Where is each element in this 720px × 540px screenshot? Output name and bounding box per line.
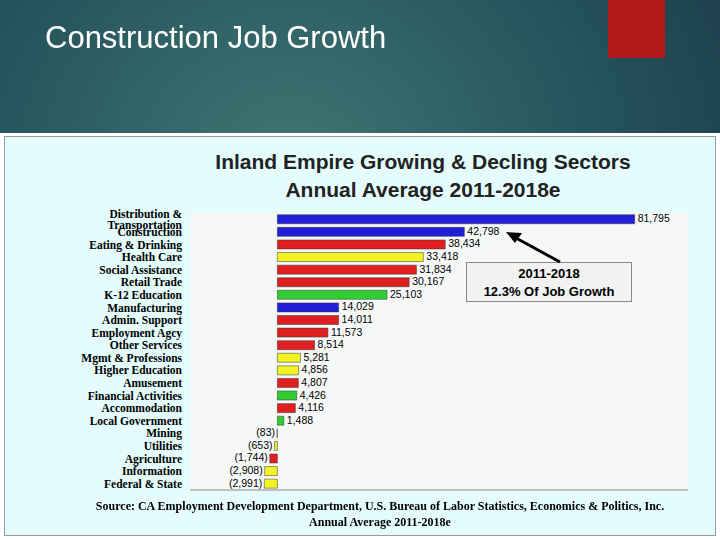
- html-text:Inland Empire Growing & Declin: Inland Empire Growing & Decling Sectors: [215, 150, 631, 173]
- svg-text:Financial Activities: Financial Activities: [88, 390, 183, 402]
- svg-text:Agriculture: Agriculture: [125, 453, 182, 466]
- svg-text:Employment Agcy: Employment Agcy: [92, 327, 183, 340]
- svg-text:1,488: 1,488: [287, 414, 313, 426]
- svg-text:(83): (83): [256, 426, 275, 438]
- svg-text:Information: Information: [122, 465, 183, 477]
- html-text:Annual Average 2011-2018e: Annual Average 2011-2018e: [309, 515, 451, 529]
- svg-text:Other Services: Other Services: [110, 339, 183, 351]
- svg-text:Retail Trade: Retail Trade: [121, 276, 182, 288]
- svg-text:4,426: 4,426: [300, 389, 326, 401]
- svg-text:4,856: 4,856: [302, 363, 328, 375]
- svg-text:Amusement: Amusement: [123, 377, 182, 389]
- svg-text:30,167: 30,167: [412, 275, 444, 287]
- html-text:12.3% Of Job Growth: 12.3% Of Job Growth: [483, 284, 615, 299]
- svg-text:42,798: 42,798: [467, 225, 499, 237]
- svg-text:14,011: 14,011: [342, 313, 373, 325]
- svg-text:Higher Education: Higher Education: [94, 364, 182, 377]
- svg-text:8,514: 8,514: [318, 338, 344, 350]
- svg-text:K-12 Education: K-12 Education: [104, 289, 182, 301]
- svg-text:11,573: 11,573: [331, 326, 362, 338]
- html-text:Construction Job Growth: Construction Job Growth: [45, 20, 387, 55]
- html-text:Source: CA Employment Developm: Source: CA Employment Development Depart…: [95, 499, 665, 513]
- svg-text:(653): (653): [248, 439, 273, 451]
- svg-text:33,418: 33,418: [426, 250, 458, 262]
- svg-text:Health Care: Health Care: [122, 251, 182, 263]
- svg-text:(2,908): (2,908): [229, 464, 262, 476]
- svg-text:4,116: 4,116: [298, 401, 324, 413]
- svg-text:5,281: 5,281: [303, 351, 329, 363]
- svg-text:Mgmt & Professions: Mgmt & Professions: [81, 352, 182, 365]
- svg-text:25,103: 25,103: [390, 288, 422, 300]
- svg-text:Manufacturing: Manufacturing: [107, 302, 182, 315]
- svg-text:Social Assistance: Social Assistance: [99, 264, 182, 276]
- html-text:2011-2018: 2011-2018: [518, 266, 580, 281]
- svg-text:14,029: 14,029: [342, 300, 374, 312]
- svg-text:Mining: Mining: [146, 427, 182, 440]
- html-text:Annual Average 2011-2018e: Annual Average 2011-2018e: [285, 178, 561, 201]
- svg-text:Federal & State: Federal & State: [104, 478, 182, 490]
- svg-text:(1,744): (1,744): [234, 451, 267, 463]
- svg-text:4,807: 4,807: [301, 376, 327, 388]
- svg-text:Local Government: Local Government: [90, 415, 182, 427]
- svg-text:Admin. Support: Admin. Support: [102, 314, 182, 327]
- svg-text:31,834: 31,834: [419, 263, 451, 275]
- svg-text:38,434: 38,434: [448, 237, 480, 249]
- svg-text:Accommodation: Accommodation: [102, 402, 183, 414]
- svg-text:81,795: 81,795: [638, 212, 670, 224]
- svg-text:Construction: Construction: [117, 226, 182, 238]
- svg-text:(2,991): (2,991): [229, 477, 262, 489]
- svg-text:Utilities: Utilities: [144, 440, 183, 452]
- svg-text:Eating & Drinking: Eating & Drinking: [89, 239, 182, 252]
